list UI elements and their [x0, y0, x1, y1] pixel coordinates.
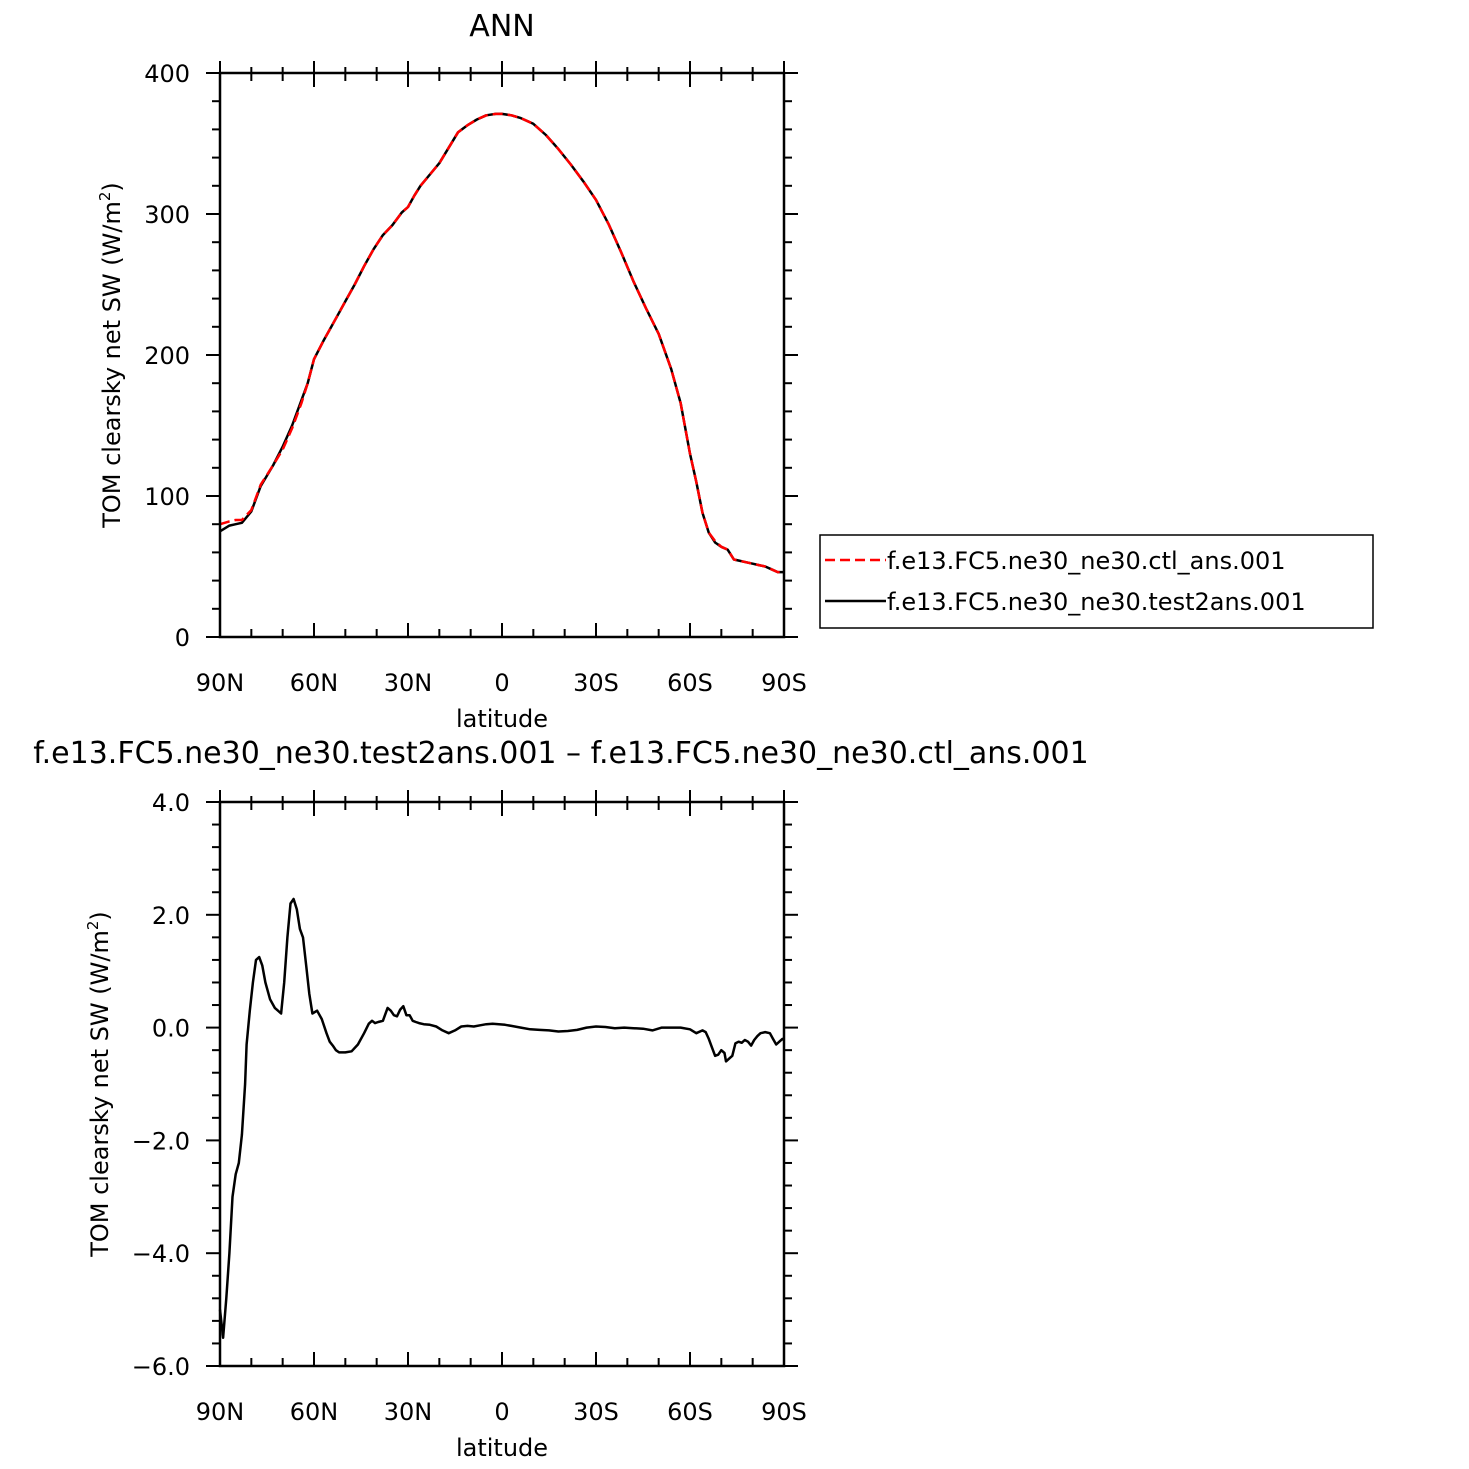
top-x-tick-label: 30S	[573, 669, 619, 697]
bottom-y-axis-label-sup: 2	[84, 921, 102, 931]
top-x-tick-label: 60N	[290, 669, 339, 697]
bottom-plot-frame	[218, 800, 786, 1368]
legend-label-test: f.e13.FC5.ne30_ne30.test2ans.001	[887, 588, 1306, 616]
legend-label-ctl: f.e13.FC5.ne30_ne30.ctl_ans.001	[887, 547, 1286, 575]
bottom-axis-ticks	[206, 790, 798, 1367]
bottom-y-axis-label-close: )	[86, 911, 114, 920]
top-x-tick-label: 60S	[667, 669, 713, 697]
top-y-axis-label: TOM clearsky net SW (W/m2)	[96, 182, 126, 529]
bottom-x-tick-label: 60S	[667, 1398, 713, 1426]
top-x-tick-label: 0	[494, 669, 509, 697]
bottom-y-tick-label: 4.0	[152, 789, 190, 817]
top-x-axis-label: latitude	[456, 705, 548, 733]
bottom-y-tick-label: 0.0	[152, 1015, 190, 1043]
top-y-axis-label-main: TOM clearsky net SW (W/m	[98, 201, 126, 529]
top-plot-area	[219, 112, 784, 574]
bottom-series-line-1	[218, 897, 785, 1340]
bottom-x-tick-label: 0	[494, 1398, 509, 1426]
bottom-y-tick-label: 2.0	[152, 902, 190, 930]
top-chart-title: ANN	[469, 9, 534, 44]
top-panel: ANN 90N 60N 30N 0 30S 60S 90S 0 100 200 300 400 la…	[96, 9, 807, 733]
top-x-tick-label: 30N	[384, 669, 433, 697]
top-y-tick-label: 100	[144, 483, 190, 511]
top-y-tick-label: 300	[144, 201, 190, 229]
bottom-x-tick-labels: 90N 60N 30N 0 30S 60S 90S	[196, 1398, 807, 1426]
top-x-tick-label: 90N	[196, 669, 245, 697]
top-y-tick-label: 200	[144, 342, 190, 370]
top-y-axis-label-close: )	[98, 182, 126, 191]
top-y-axis-label-sup: 2	[96, 192, 114, 202]
top-series-line-2	[219, 112, 784, 574]
top-y-tick-label: 0	[175, 624, 190, 652]
bottom-plot-area	[218, 897, 785, 1340]
top-series-line-1	[219, 112, 784, 574]
bottom-x-tick-label: 30S	[573, 1398, 619, 1426]
top-plot-frame	[218, 71, 786, 639]
bottom-x-tick-label: 90N	[196, 1398, 245, 1426]
legend: f.e13.FC5.ne30_ne30.ctl_ans.001 f.e13.FC…	[819, 534, 1374, 629]
top-axis-ticks	[206, 61, 798, 638]
bottom-y-axis-label: TOM clearsky net SW (W/m2)	[84, 911, 114, 1258]
bottom-y-tick-label: −4.0	[132, 1240, 190, 1268]
bottom-x-tick-label: 90S	[761, 1398, 807, 1426]
top-y-tick-label: 400	[144, 60, 190, 88]
top-x-tick-label: 90S	[761, 669, 807, 697]
legend-box	[819, 534, 1374, 629]
bottom-y-axis-label-main: TOM clearsky net SW (W/m	[86, 930, 114, 1258]
top-x-tick-labels: 90N 60N 30N 0 30S 60S 90S	[196, 669, 807, 697]
bottom-x-axis-label: latitude	[456, 1434, 548, 1462]
bottom-y-tick-label: −6.0	[132, 1353, 190, 1381]
bottom-y-tick-label: −2.0	[132, 1127, 190, 1155]
bottom-x-tick-label: 60N	[290, 1398, 339, 1426]
top-y-tick-labels: 0 100 200 300 400	[144, 60, 190, 652]
bottom-x-tick-label: 30N	[384, 1398, 433, 1426]
bottom-y-tick-labels: −6.0 −4.0 −2.0 0.0 2.0 4.0	[132, 789, 190, 1381]
bottom-chart-title: f.e13.FC5.ne30_ne30.test2ans.001 – f.e13…	[33, 736, 1088, 771]
bottom-panel: f.e13.FC5.ne30_ne30.test2ans.001 – f.e13…	[33, 736, 1088, 1462]
